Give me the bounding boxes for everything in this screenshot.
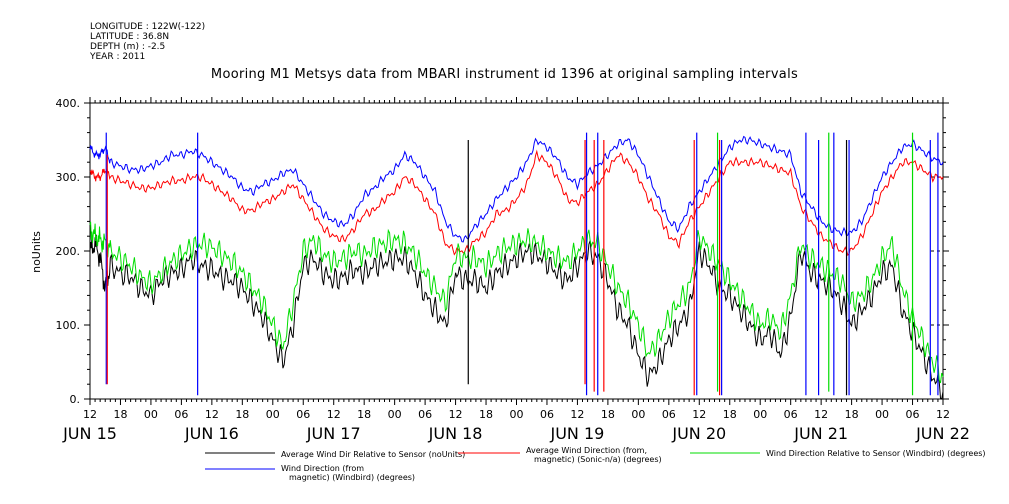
series-line-2 <box>89 221 944 384</box>
x-tick-label: 00 <box>875 408 889 421</box>
x-tick-label: 12 <box>692 408 706 421</box>
series-lines <box>89 132 944 400</box>
x-tick-label: 12 <box>205 408 219 421</box>
series-line-1 <box>89 149 944 257</box>
x-tick-label: 12 <box>83 408 97 421</box>
x-day-label: JUN 18 <box>428 424 483 443</box>
x-tick-label: 12 <box>814 408 828 421</box>
y-tick-label: 200. <box>56 245 81 258</box>
y-axis: 0. 100. 200. 300. 400. <box>56 97 949 406</box>
x-tick-label: 06 <box>906 408 920 421</box>
x-tick-label: 12 <box>570 408 584 421</box>
x-day-label: JUN 22 <box>915 424 970 443</box>
legend-label-2: Wind Direction Relative to Sensor (Windb… <box>766 449 986 458</box>
x-tick-label: 00 <box>510 408 524 421</box>
x-tick-label: 06 <box>418 408 432 421</box>
x-tick-label: 00 <box>388 408 402 421</box>
chart-title: Mooring M1 Metsys data from MBARI instru… <box>210 67 799 82</box>
x-tick-label: 12 <box>327 408 341 421</box>
metadata-block: LONGITUDE : 122W(-122) LATITUDE : 36.8N … <box>90 22 205 62</box>
legend-label-1: Average Wind Direction (from, magnetic) (… <box>526 446 662 464</box>
x-tick-label: 12 <box>449 408 463 421</box>
x-axis: 12 18 00 06 12 18 00 06 12 18 00 06 12 18 00 06 12 18 00 06… <box>62 97 970 443</box>
x-tick-label: 00 <box>753 408 767 421</box>
x-tick-label: 06 <box>784 408 798 421</box>
x-tick-label: 06 <box>296 408 310 421</box>
x-tick-label: 18 <box>479 408 493 421</box>
x-tick-label: 12 <box>936 408 950 421</box>
x-tick-label: 18 <box>723 408 737 421</box>
series-line-0 <box>89 234 944 400</box>
x-day-label: JUN 17 <box>306 424 361 443</box>
x-tick-label: 00 <box>144 408 158 421</box>
legend-label-0: Average Wind Dir Relative to Sensor (noU… <box>281 450 465 459</box>
year-text: YEAR : 2011 <box>90 52 146 62</box>
x-tick-label: 18 <box>113 408 127 421</box>
x-tick-label: 18 <box>601 408 615 421</box>
x-tick-label: 06 <box>662 408 676 421</box>
x-day-label: JUN 19 <box>550 424 605 443</box>
x-tick-label: 00 <box>266 408 280 421</box>
x-day-label: JUN 15 <box>62 424 117 443</box>
x-day-label: JUN 20 <box>671 424 726 443</box>
x-tick-label: 18 <box>845 408 859 421</box>
latitude-text: LATITUDE : 36.8N <box>90 32 170 42</box>
y-tick-label: 300. <box>56 171 81 184</box>
legend: Average Wind Dir Relative to Sensor (noU… <box>205 446 986 482</box>
x-tick-label: 18 <box>235 408 249 421</box>
depth-text: DEPTH (m) : -2.5 <box>90 42 166 52</box>
y-tick-label: 400. <box>56 97 81 110</box>
longitude-text: LONGITUDE : 122W(-122) <box>90 22 206 32</box>
series-line-3 <box>89 135 944 243</box>
x-day-label: JUN 21 <box>793 424 848 443</box>
x-tick-label: 00 <box>631 408 645 421</box>
y-tick-label: 100. <box>56 319 81 332</box>
x-tick-label: 06 <box>540 408 554 421</box>
y-tick-label: 0. <box>70 393 81 406</box>
grid <box>931 176 943 326</box>
x-tick-label: 06 <box>174 408 188 421</box>
y-axis-label: noUnits <box>30 231 43 273</box>
x-day-label: JUN 16 <box>184 424 239 443</box>
x-tick-label: 18 <box>357 408 371 421</box>
legend-label-3: Wind Direction (from magnetic) (Windbird)… <box>281 464 415 482</box>
